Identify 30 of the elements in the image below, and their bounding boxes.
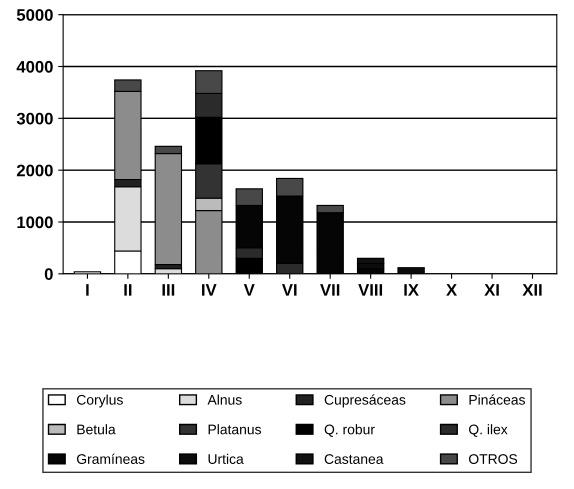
legend-label: Alnus <box>208 394 242 405</box>
legend-label: Castanea <box>324 454 384 464</box>
x-tick-label: VI <box>282 284 296 296</box>
legend-label: Urtica <box>208 454 244 464</box>
x-tick-label: VIII <box>358 284 382 296</box>
x-tick-label: III <box>162 284 174 296</box>
y-tick-label: 5000 <box>16 9 53 21</box>
x-tick-label: IX <box>404 284 419 296</box>
legend-label: Betula <box>77 424 116 434</box>
y-tick-label: 2000 <box>16 164 53 176</box>
x-tick-label: I <box>86 284 89 296</box>
legend-label: Q. ilex <box>469 424 508 437</box>
legend-label: Gramíneas <box>76 454 144 464</box>
legend-label: Q. robur <box>324 424 375 437</box>
legend-label: Cupresáceas <box>324 394 406 408</box>
x-tick-label: X <box>446 284 457 296</box>
x-tick-label: VII <box>320 284 340 296</box>
x-tick-label: II <box>124 284 132 296</box>
legend-label: Platanus <box>208 424 262 434</box>
legend-label: Pináceas <box>469 394 525 405</box>
x-tick-label: IV <box>202 284 217 296</box>
legend-label: OTROS <box>469 454 518 464</box>
y-tick-label: 1000 <box>17 216 53 228</box>
y-tick-label: 3000 <box>16 112 53 125</box>
y-tick-label: 4000 <box>16 60 53 73</box>
x-tick-label: V <box>244 284 255 296</box>
x-tick-label: XII <box>522 284 542 296</box>
y-tick-label: 0 <box>44 268 53 280</box>
x-tick-label: XI <box>484 284 499 296</box>
legend-label: Corylus <box>76 394 123 408</box>
